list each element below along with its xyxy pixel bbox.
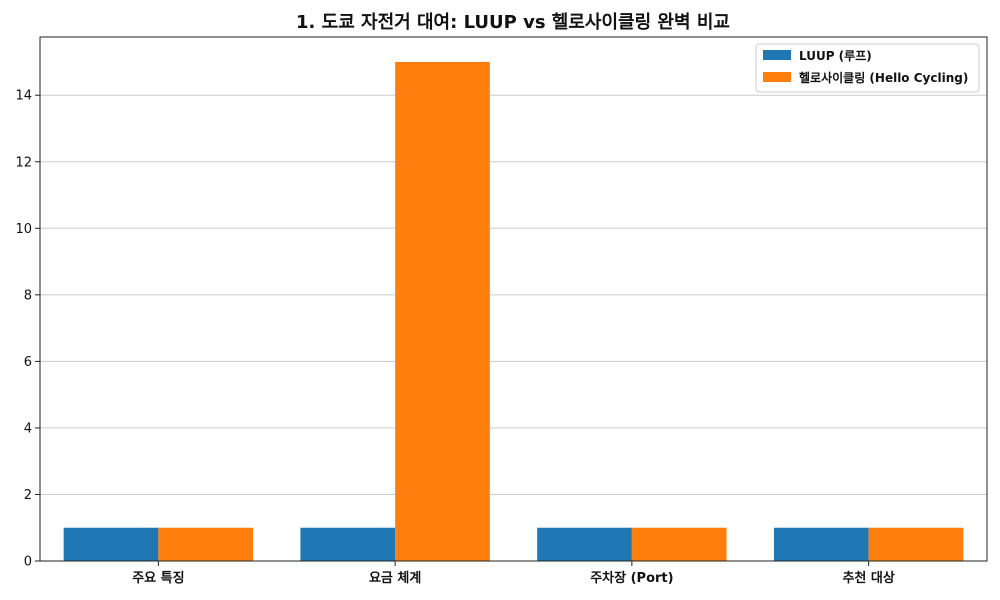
- bars: [63, 61, 964, 561]
- legend-label-hello-cycling: 헬로사이클링 (Hello Cycling): [799, 70, 968, 85]
- bar-luup-3: [773, 527, 869, 561]
- y-tick-label: 14: [15, 89, 32, 104]
- bar-hello-cycling-0: [158, 527, 254, 561]
- y-tick-label: 0: [24, 555, 32, 570]
- y-tick-label: 2: [24, 488, 32, 503]
- y-tick-label: 6: [24, 355, 32, 370]
- y-tick-label: 12: [15, 155, 32, 170]
- bar-luup-2: [537, 527, 632, 561]
- axis-ticks: 0 2 4 6 8 10 12 14 주요 특징 요금 체계 주차장 (Port) 추천 대상: [15, 89, 894, 586]
- bar-hello-cycling-2: [631, 527, 727, 561]
- bar-hello-cycling-3: [868, 527, 964, 561]
- x-category-label: 주차장 (Port): [590, 570, 673, 586]
- legend-box: [755, 43, 980, 93]
- y-tick-label: 4: [24, 421, 32, 436]
- gridlines: [40, 94, 987, 495]
- legend-swatch-luup: [763, 50, 791, 60]
- bar-hello-cycling-1: [395, 61, 490, 561]
- y-tick-label: 10: [15, 222, 32, 237]
- x-category-label: 요금 체계: [369, 571, 421, 586]
- legend-swatch-hello-cycling: [763, 72, 791, 82]
- bar-luup-1: [300, 527, 396, 561]
- y-tick-label: 8: [24, 288, 32, 303]
- x-category-label: 주요 특징: [132, 570, 184, 586]
- chart-title: 1. 도쿄 자전거 대여: LUUP vs 헬로사이클링 완벽 비교: [296, 12, 730, 33]
- legend: LUUP (루프) 헬로사이클링 (Hello Cycling): [755, 43, 980, 93]
- bar-luup-0: [63, 527, 159, 561]
- x-category-label: 추천 대상: [842, 570, 894, 586]
- legend-label-luup: LUUP (루프): [799, 49, 872, 63]
- plot-area-frame: [39, 36, 988, 562]
